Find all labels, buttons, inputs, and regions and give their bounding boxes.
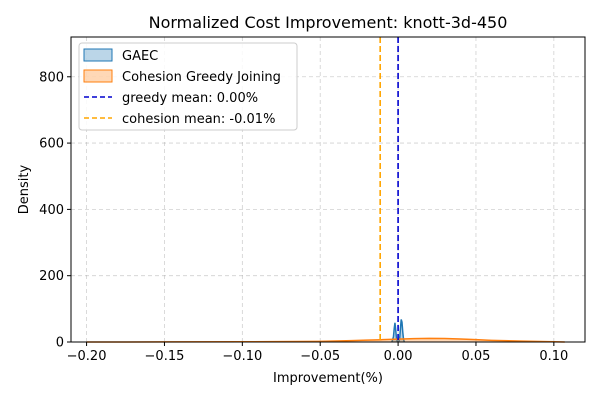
legend-swatch-cohesion-greedy-joining (83, 69, 113, 83)
y-tick-label: 800 (39, 70, 64, 85)
legend-label-cohesion-greedy-joining: Cohesion Greedy Joining (122, 70, 281, 85)
y-tick-label: 600 (39, 137, 64, 152)
y-axis-label: Density (17, 164, 32, 214)
y-tick-label: 0 (56, 336, 64, 351)
y-tick-label: 200 (39, 269, 64, 284)
x-tick-label: 0.10 (539, 349, 568, 364)
chart-legend: GAEC Cohesion Greedy Joining greedy mean… (78, 42, 298, 131)
legend-box (78, 42, 298, 131)
x-tick-label: −0.05 (300, 349, 340, 364)
legend-label-cohesion-mean: cohesion mean: -0.01% (122, 112, 275, 127)
x-tick-label: −0.10 (222, 349, 262, 364)
legend-label-gaec: GAEC (122, 49, 158, 64)
legend-label-greedy-mean: greedy mean: 0.00% (122, 91, 258, 106)
y-tick-label: 400 (39, 203, 64, 218)
plot-area-frame (70, 36, 586, 343)
x-tick-label: 0.05 (461, 349, 490, 364)
y-axis: 0 200 400 600 800 (39, 70, 71, 351)
chart-title: Normalized Cost Improvement: knott-3d-45… (149, 13, 508, 32)
x-tick-label: −0.20 (67, 349, 107, 364)
x-tick-label: 0.00 (384, 349, 413, 364)
x-tick-label: −0.15 (145, 349, 185, 364)
x-axis-label: Improvement(%) (273, 371, 383, 386)
x-axis: −0.20 −0.15 −0.10 −0.05 0.00 0.05 0.10 (67, 342, 568, 364)
legend-swatch-gaec (83, 48, 113, 62)
